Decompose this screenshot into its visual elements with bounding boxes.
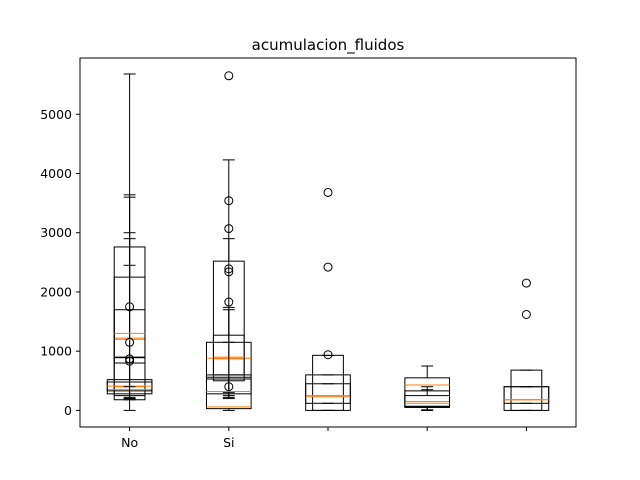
box-group — [404, 365, 451, 411]
outlier-point — [125, 302, 135, 312]
outlier-point — [224, 297, 234, 307]
outlier-point — [125, 354, 135, 364]
outlier-point — [323, 350, 333, 360]
y-tick-label: 3000 — [40, 225, 72, 240]
box-group — [305, 187, 351, 411]
outlier-point — [521, 278, 531, 288]
y-tick-label: 0 — [64, 403, 72, 418]
x-tick-label: No — [121, 435, 138, 450]
box — [305, 383, 351, 404]
box-body — [503, 386, 550, 404]
y-tick-label: 1000 — [40, 344, 72, 359]
box — [404, 389, 451, 411]
y-axis: 0 1000 2000 3000 4000 5000 — [40, 107, 80, 418]
outlier-point — [224, 71, 234, 81]
box-body — [305, 383, 351, 404]
box-group — [205, 71, 252, 411]
outlier-point — [224, 196, 234, 206]
outlier-point — [224, 264, 234, 274]
y-tick-label: 4000 — [40, 166, 72, 181]
box-group — [106, 73, 153, 411]
box-body — [404, 395, 451, 407]
plot-content — [106, 71, 550, 411]
outlier-point — [323, 187, 333, 197]
outlier-point — [521, 309, 531, 319]
y-tick-label: 2000 — [40, 284, 72, 299]
outlier-point — [224, 382, 234, 392]
y-tick-label: 5000 — [40, 107, 72, 122]
outlier-point — [125, 356, 135, 366]
x-tick-label: Si — [223, 435, 234, 450]
outlier-point — [125, 337, 135, 347]
box-body — [205, 374, 252, 395]
outlier-point — [323, 262, 333, 272]
plot-frame — [79, 57, 577, 428]
box-group — [503, 278, 550, 411]
box — [503, 386, 550, 404]
chart-title: acumulacion_fluidos — [252, 36, 405, 55]
outlier-point — [224, 267, 234, 277]
x-axis: No Si — [121, 427, 527, 450]
outlier-point — [224, 224, 234, 234]
box — [205, 341, 252, 398]
